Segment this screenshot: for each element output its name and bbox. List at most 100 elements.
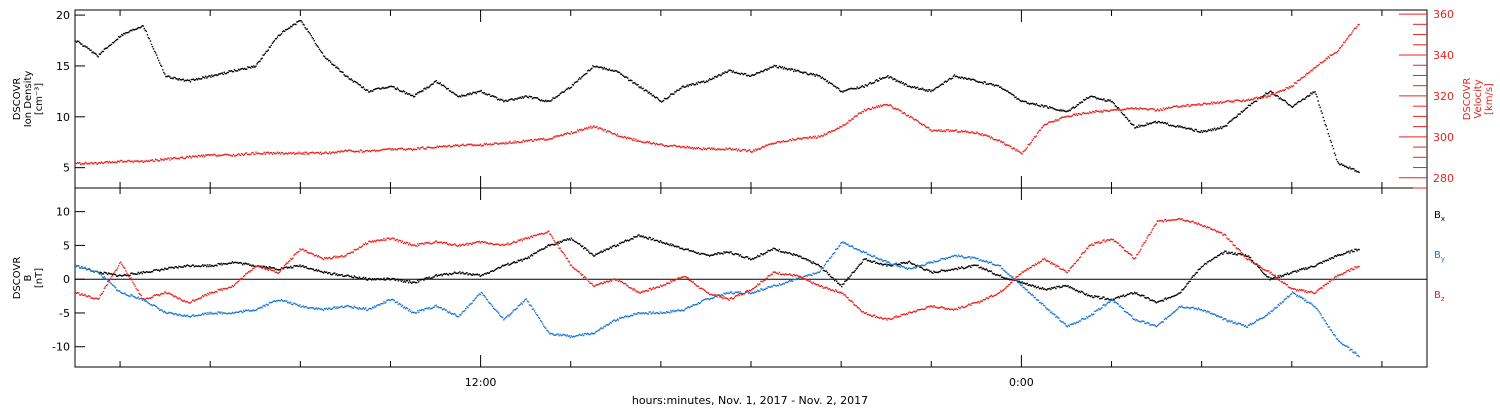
ion-density-point (759, 71, 761, 74)
ion-density-point (773, 64, 775, 67)
ion-density-point (277, 34, 280, 36)
bx-point (1354, 248, 1356, 250)
by-point (1120, 306, 1123, 309)
velocity-point (556, 135, 558, 138)
ion-density-point (694, 83, 697, 86)
velocity-point (1053, 121, 1055, 123)
ion-density-point (540, 100, 542, 102)
velocity-point (249, 154, 251, 156)
by-point (792, 280, 794, 282)
bx-point (911, 263, 914, 265)
by-point (825, 261, 828, 263)
by-point (371, 308, 373, 310)
velocity-point (1036, 132, 1039, 134)
velocity-point (262, 153, 264, 155)
by-point (1005, 271, 1007, 273)
bx-point (736, 253, 739, 255)
bx-point (295, 265, 297, 267)
by-point (342, 306, 344, 309)
bx-point (920, 266, 922, 268)
by-point (1221, 316, 1223, 318)
velocity-point (233, 155, 236, 157)
bx-point (592, 254, 594, 256)
velocity-point (1005, 144, 1007, 146)
velocity-point (340, 150, 342, 152)
by-point (817, 271, 819, 273)
velocity-point (524, 140, 526, 142)
ion-density-point (976, 80, 978, 83)
by-point (881, 259, 883, 261)
ion-density-point (714, 76, 716, 78)
ion-density-point (1017, 98, 1019, 100)
velocity-point (272, 152, 275, 154)
by-point (252, 309, 254, 311)
ion-density-point (1238, 113, 1240, 115)
velocity-point (1313, 67, 1315, 69)
bx-point (445, 272, 448, 275)
velocity-point (285, 152, 287, 154)
ion-density-point (1030, 103, 1032, 105)
by-point (1050, 312, 1052, 314)
velocity-point (865, 109, 868, 111)
ion-density-point (145, 30, 148, 33)
bx-point (823, 269, 826, 272)
by-point (1042, 304, 1045, 307)
by-point (680, 310, 682, 312)
by-point (238, 310, 241, 313)
velocity-point (717, 147, 719, 150)
velocity-point (901, 112, 903, 114)
velocity-point (324, 151, 327, 153)
by-point (880, 258, 882, 260)
ion-density-point (222, 73, 224, 76)
ion-density-point (400, 90, 403, 92)
by-point (807, 274, 809, 276)
bx-point (125, 274, 127, 276)
velocity-point (106, 160, 109, 163)
by-point (414, 311, 416, 314)
by-point (640, 312, 642, 314)
by-point (1194, 307, 1196, 310)
bx-point (871, 261, 874, 263)
bx-point (175, 266, 177, 268)
by-point (560, 334, 562, 337)
bx-point (990, 270, 993, 272)
ion-density-point (513, 99, 515, 101)
velocity-point (715, 149, 717, 151)
ion-density-point (165, 75, 167, 78)
bx-point (264, 267, 266, 269)
ion-density-point (1285, 101, 1288, 103)
ion-density-point (1104, 100, 1106, 102)
velocity-point (1152, 108, 1154, 110)
bx-point (129, 274, 131, 277)
velocity-point (682, 146, 684, 148)
velocity-point (1208, 103, 1211, 105)
velocity-point (585, 128, 587, 130)
by-point (399, 303, 402, 305)
ion-density-point (389, 85, 391, 88)
by-point (552, 333, 554, 335)
ion-density-point (718, 74, 720, 76)
ion-density-point (800, 71, 802, 73)
by-point (1073, 322, 1075, 324)
ion-density-point (648, 91, 650, 93)
ion-density-point (1186, 127, 1188, 130)
bx-point (705, 254, 708, 256)
bx-point (1146, 296, 1148, 299)
bx-point (551, 243, 553, 246)
bx-point (99, 271, 101, 273)
ion-density-point (574, 81, 577, 83)
bx-point (482, 274, 484, 276)
velocity-point (761, 146, 763, 148)
bx-point (1035, 287, 1038, 289)
bx-point (929, 271, 931, 273)
by-point (647, 313, 649, 315)
by-point (723, 292, 725, 294)
bx-point (119, 274, 121, 276)
by-point (1020, 284, 1022, 287)
bx-point (713, 254, 715, 256)
bx-point (561, 240, 563, 243)
ion-density-point (583, 74, 585, 76)
bx-point (1098, 295, 1100, 298)
velocity-point (699, 148, 702, 150)
bx-point (1211, 258, 1214, 261)
